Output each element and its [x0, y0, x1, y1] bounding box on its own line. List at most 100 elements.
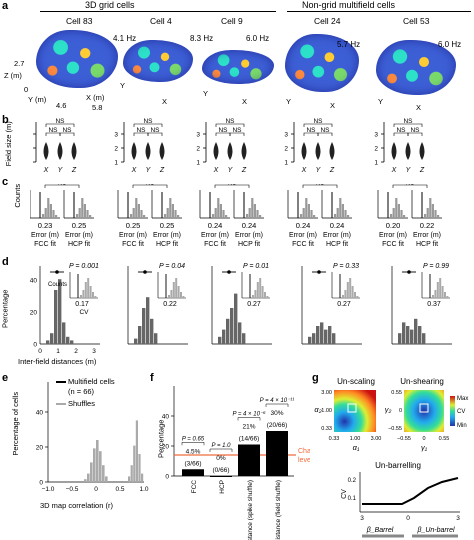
e-multifield-bar: [141, 473, 144, 482]
panel-b-label: b: [2, 114, 9, 126]
c-hist-bar: [212, 214, 215, 218]
c-hist-bar: [42, 214, 45, 218]
f-pct: 21%: [242, 424, 255, 431]
c-error-value: 0.25: [160, 221, 175, 230]
f-ytick-label: 40: [162, 414, 170, 421]
e-xtick-label: −1.0: [42, 486, 55, 493]
panel-e-label: e: [2, 372, 9, 384]
d-inset-bar: [342, 295, 344, 298]
d-inset-bar: [84, 282, 87, 298]
g-unshearing-marker: [419, 403, 429, 413]
c-error-label: Error (m): [323, 232, 351, 239]
c-hist-bar: [390, 214, 393, 218]
panel-a-label: a: [2, 0, 9, 12]
d-xlabel: Inter-field distances (m): [18, 357, 97, 366]
b-violin: [329, 142, 335, 160]
c-error-label: Error (m): [119, 232, 147, 239]
g-barrel-label: β_Barrel: [366, 527, 394, 534]
b-violin: [405, 142, 411, 160]
c-error-label: Error (m): [65, 232, 93, 239]
d-inset-bar: [256, 282, 259, 298]
d-inset-bar: [344, 290, 347, 298]
b-xtick-label: Z: [329, 167, 335, 174]
g-unscaling-marker: [347, 403, 357, 413]
d-pvalue: P = 0.001: [69, 263, 99, 270]
c-hist-bar: [55, 215, 58, 218]
d-hist-bar: [150, 318, 154, 344]
panel-f-chart: 0 20 40 Chance level 4.5% (3/66) P = 0.65 FCC 0% (…: [162, 386, 310, 540]
b-ns-label: NS: [136, 127, 146, 134]
b-violin: [159, 142, 165, 160]
x-short-5: X: [416, 103, 422, 112]
d-inset-bar: [94, 296, 97, 298]
c-hist-bar: [222, 210, 225, 218]
f-pvalue: P = 0.65: [182, 436, 205, 442]
b-bracket: [407, 132, 423, 136]
y-label: Y (m): [28, 95, 47, 104]
panel-d-label: d: [2, 256, 9, 268]
b-ytick-label: 2: [284, 146, 288, 153]
f-ytick-label: 20: [162, 444, 170, 451]
e-shuffle-bar: [99, 451, 102, 482]
g-unbarrelling-title: Un-barrelling: [375, 461, 421, 470]
c-error-value: 0.24: [208, 221, 223, 230]
d-hist-bar: [410, 329, 414, 344]
d-hist-bar: [154, 333, 158, 344]
rate-5: 6.0 Hz: [438, 40, 462, 49]
c-hist-bar: [253, 204, 256, 218]
f-bracket: [209, 448, 233, 452]
e-xtick-label: −0.5: [66, 486, 79, 493]
f-frac: (0/66): [213, 467, 230, 474]
d-pvalue: P = 0.04: [159, 263, 185, 270]
e-ytick-label: 40: [36, 410, 44, 417]
c-hist-bar: [336, 208, 339, 218]
c-hist-bar: [395, 198, 398, 218]
f-frac: (3/66): [185, 460, 202, 467]
d-inset-counts: Counts: [48, 282, 67, 288]
d-hist-bar: [142, 308, 146, 344]
b-bracket: [147, 132, 163, 136]
c-hist-bar: [424, 214, 427, 218]
c-hist-bar: [251, 198, 254, 218]
d-hist-bar: [398, 333, 402, 344]
d-errorbar-point: [407, 270, 411, 274]
b-ns-label: NS: [313, 118, 323, 125]
f-xtick-label: HCP: [219, 480, 226, 494]
g-unshearing-title: Un-shearing: [400, 377, 444, 386]
c-hist-bar: [214, 208, 217, 218]
c-hist-bar: [307, 204, 310, 218]
b-violin: [43, 142, 49, 160]
c-hist-bar: [397, 204, 400, 218]
e-shuffle-bar: [87, 473, 90, 482]
b-xtick-label: X: [43, 167, 49, 174]
f-bar: [210, 476, 232, 477]
x-value: 5.8: [92, 103, 103, 112]
e-xtick-label: 1.0: [139, 486, 148, 493]
c-bracket: [302, 184, 338, 188]
c-bracket: [132, 184, 168, 188]
c-hist-bar: [310, 210, 313, 218]
d-inset-bar: [446, 296, 449, 298]
d-hist-bar: [320, 322, 324, 344]
d-inset-bar: [254, 290, 257, 298]
d-inset-bar: [80, 295, 82, 298]
d-hist-bar: [70, 340, 74, 344]
c-hist-bar: [246, 214, 249, 218]
c-hist-bar: [347, 215, 350, 218]
y-short-4: Y: [286, 97, 292, 106]
z-label: Z (m): [4, 71, 22, 80]
panel-e-plot: 0 20 40 −1.0 −0.5 0 0.5 1.0 Multifield cells(n =…: [36, 377, 149, 493]
b-ytick-label: 3: [114, 132, 118, 139]
b-violin: [131, 142, 137, 160]
g-unscaling-heatmap: [334, 390, 376, 432]
c-bracket: [44, 184, 80, 188]
d-hist-bar: [66, 336, 70, 344]
y-short-5: Y: [378, 97, 384, 106]
e-multifield-bar: [138, 454, 141, 482]
c-ns-label: NS: [405, 184, 415, 187]
b-ytick-label: 2: [374, 146, 378, 153]
c-error-value: 0.24: [330, 221, 345, 230]
d-hist-bar: [230, 308, 234, 344]
cell-title-3: Cell 9: [221, 16, 243, 26]
c-ns-label: NS: [227, 184, 237, 187]
